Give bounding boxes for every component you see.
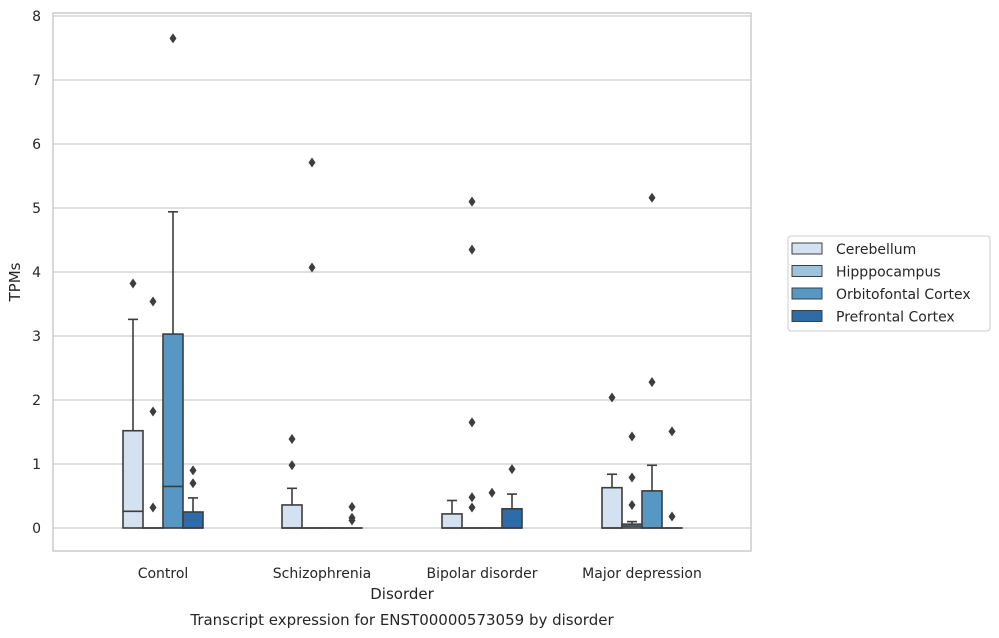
x-axis-label: Disorder xyxy=(370,585,434,603)
box-3-1 xyxy=(341,501,363,529)
outlier-point xyxy=(308,157,316,168)
box-body xyxy=(122,429,144,529)
outlier-point xyxy=(189,478,197,489)
chart-caption: Transcript expression for ENST0000057305… xyxy=(189,611,614,629)
outlier-point xyxy=(189,465,197,476)
y-tick-label: 3 xyxy=(32,329,41,345)
outlier-point xyxy=(668,511,676,522)
x-tick-label: Schizophrenia xyxy=(273,566,371,582)
outlier-point xyxy=(628,431,636,442)
legend-label: Orbitofontal Cortex xyxy=(836,287,971,303)
outlier-point xyxy=(648,377,656,388)
box-body xyxy=(162,333,184,529)
legend-swatch xyxy=(791,265,823,277)
box-2-0 xyxy=(162,33,184,529)
box-3-2 xyxy=(501,464,523,529)
legend-swatch xyxy=(791,310,823,322)
x-tick-label: Bipolar disorder xyxy=(426,566,537,582)
x-axis-ticks: Control Schizophrenia Bipolar disorder Majo… xyxy=(138,566,702,582)
box-3-3 xyxy=(661,426,683,529)
legend-label: Hipppocampus xyxy=(836,265,941,281)
legend-frame xyxy=(787,235,991,332)
x-tick-label: Major depression xyxy=(582,566,702,582)
box-1-3 xyxy=(621,431,643,529)
outlier-point xyxy=(468,417,476,428)
box-1-2 xyxy=(461,196,483,529)
outlier-point xyxy=(308,262,316,273)
outlier-point xyxy=(348,512,356,523)
legend-swatch xyxy=(791,242,823,255)
box-3-0 xyxy=(182,465,204,529)
box-body xyxy=(281,504,303,529)
plot-frame xyxy=(52,12,752,552)
legend-label: Cerebellum xyxy=(836,242,916,258)
legend-label: Prefrontal Cortex xyxy=(836,310,955,326)
outlier-point xyxy=(149,406,157,417)
box-1-1 xyxy=(301,157,323,529)
y-tick-label: 7 xyxy=(32,73,41,89)
legend: Cerebellum Hipppocampus Orbitofontal Corte… xyxy=(787,235,991,332)
outlier-point xyxy=(628,472,636,483)
outlier-point xyxy=(149,296,157,307)
box-2-2 xyxy=(481,487,503,529)
outlier-point xyxy=(288,460,296,471)
y-tick-label: 5 xyxy=(32,201,41,217)
gridlines xyxy=(53,15,751,529)
box-body xyxy=(501,507,523,529)
box-body xyxy=(641,490,663,529)
outlier-point xyxy=(628,499,636,510)
box-2-3 xyxy=(641,192,663,529)
outlier-point xyxy=(668,426,676,437)
box-body xyxy=(182,511,204,529)
box-0-2 xyxy=(441,499,463,529)
outlier-point xyxy=(468,244,476,255)
y-tick-label: 8 xyxy=(32,9,41,25)
outlier-point xyxy=(468,196,476,207)
x-tick-label: Control xyxy=(138,566,189,582)
y-tick-label: 6 xyxy=(32,137,41,153)
box-body xyxy=(441,513,463,529)
box-0-0 xyxy=(122,278,144,529)
y-tick-label: 0 xyxy=(32,521,41,537)
outlier-point xyxy=(169,33,177,44)
box-1-0 xyxy=(142,296,164,529)
y-axis-label: TPMs xyxy=(6,262,24,302)
outlier-point xyxy=(608,392,616,403)
legend-swatch xyxy=(791,287,823,300)
y-tick-label: 1 xyxy=(32,457,41,473)
box-0-1 xyxy=(281,434,303,529)
outlier-point xyxy=(129,278,137,289)
y-axis-ticks: 0 1 2 3 4 5 6 7 8 xyxy=(32,9,41,537)
outlier-point xyxy=(648,192,656,203)
box-body xyxy=(601,486,623,529)
y-tick-label: 2 xyxy=(32,393,41,409)
box-0-3 xyxy=(601,392,623,529)
outlier-point xyxy=(508,464,516,475)
outlier-point xyxy=(288,434,296,445)
boxes xyxy=(122,33,683,529)
outlier-point xyxy=(149,502,157,513)
y-tick-label: 4 xyxy=(32,265,41,281)
outlier-point xyxy=(348,501,356,512)
outlier-point xyxy=(468,492,476,503)
outlier-point xyxy=(468,502,476,513)
outlier-point xyxy=(488,487,496,498)
